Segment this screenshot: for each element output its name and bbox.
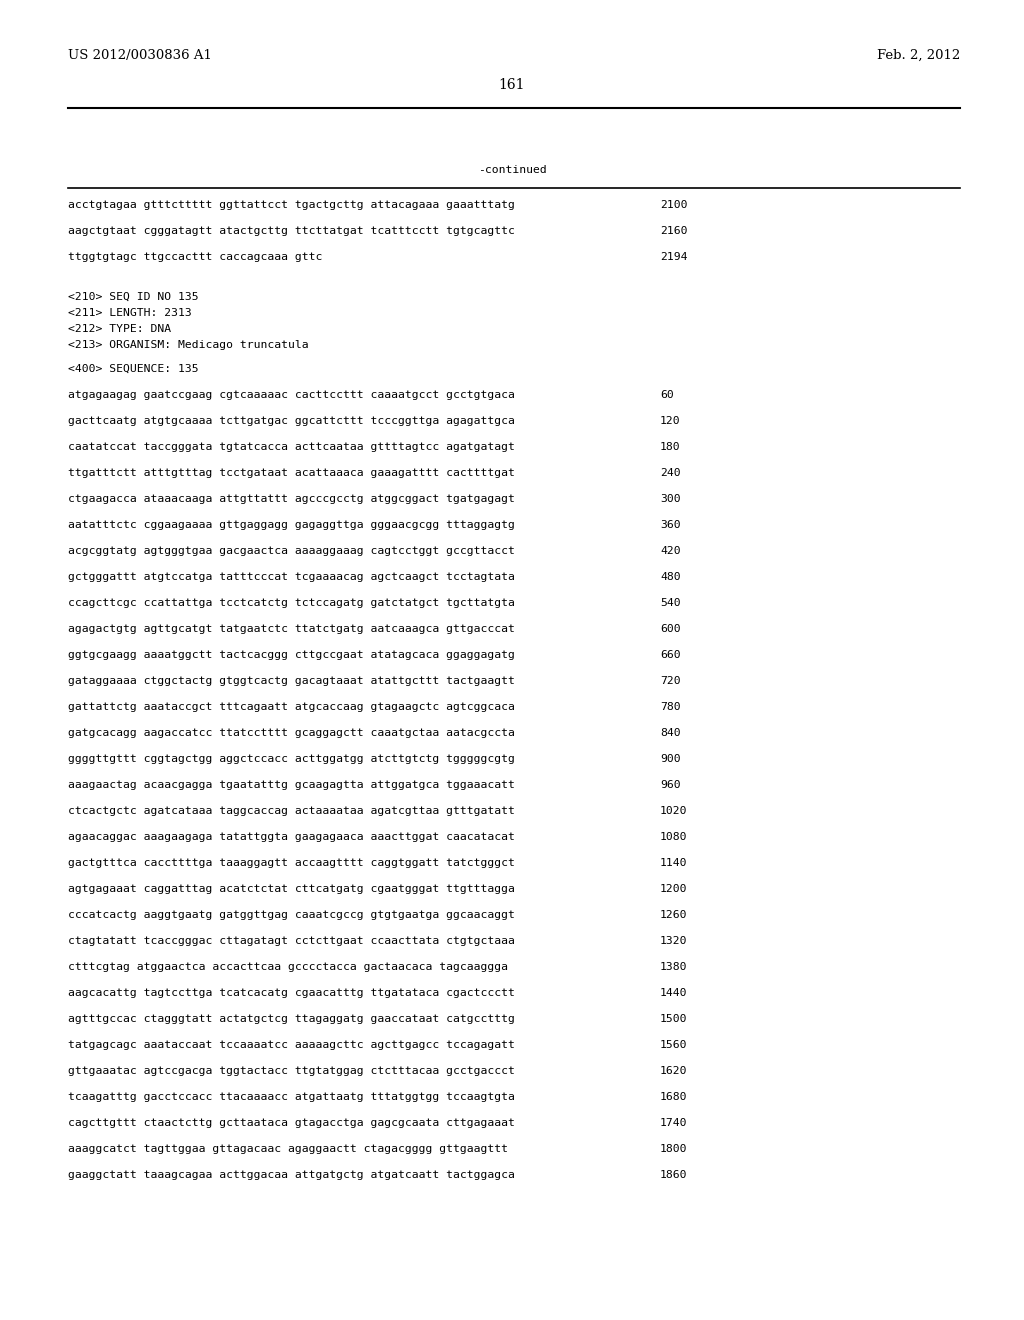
Text: 1200: 1200	[660, 884, 687, 894]
Text: 540: 540	[660, 598, 681, 609]
Text: 161: 161	[499, 78, 525, 92]
Text: aagctgtaat cgggatagtt atactgcttg ttcttatgat tcatttcctt tgtgcagttc: aagctgtaat cgggatagtt atactgcttg ttcttat…	[68, 226, 515, 236]
Text: 1440: 1440	[660, 987, 687, 998]
Text: cccatcactg aaggtgaatg gatggttgag caaatcgccg gtgtgaatga ggcaacaggt: cccatcactg aaggtgaatg gatggttgag caaatcg…	[68, 909, 515, 920]
Text: aaagaactag acaacgagga tgaatatttg gcaagagtta attggatgca tggaaacatt: aaagaactag acaacgagga tgaatatttg gcaagag…	[68, 780, 515, 789]
Text: gaaggctatt taaagcagaa acttggacaa attgatgctg atgatcaatt tactggagca: gaaggctatt taaagcagaa acttggacaa attgatg…	[68, 1170, 515, 1180]
Text: 780: 780	[660, 702, 681, 711]
Text: agagactgtg agttgcatgt tatgaatctc ttatctgatg aatcaaagca gttgacccat: agagactgtg agttgcatgt tatgaatctc ttatctg…	[68, 624, 515, 634]
Text: 900: 900	[660, 754, 681, 764]
Text: 1800: 1800	[660, 1144, 687, 1154]
Text: acctgtagaa gtttcttttt ggttattcct tgactgcttg attacagaaa gaaatttatg: acctgtagaa gtttcttttt ggttattcct tgactgc…	[68, 201, 515, 210]
Text: aaaggcatct tagttggaa gttagacaac agaggaactt ctagacgggg gttgaagttt: aaaggcatct tagttggaa gttagacaac agaggaac…	[68, 1144, 508, 1154]
Text: gatgcacagg aagaccatcc ttatcctttt gcaggagctt caaatgctaa aatacgccta: gatgcacagg aagaccatcc ttatcctttt gcaggag…	[68, 729, 515, 738]
Text: 1500: 1500	[660, 1014, 687, 1024]
Text: 600: 600	[660, 624, 681, 634]
Text: 1320: 1320	[660, 936, 687, 946]
Text: ttggtgtagc ttgccacttt caccagcaaa gttc: ttggtgtagc ttgccacttt caccagcaaa gttc	[68, 252, 323, 261]
Text: 120: 120	[660, 416, 681, 426]
Text: 1620: 1620	[660, 1067, 687, 1076]
Text: ttgatttctt atttgtttag tcctgataat acattaaaca gaaagatttt cacttttgat: ttgatttctt atttgtttag tcctgataat acattaa…	[68, 469, 515, 478]
Text: ccagcttcgc ccattattga tcctcatctg tctccagatg gatctatgct tgcttatgta: ccagcttcgc ccattattga tcctcatctg tctccag…	[68, 598, 515, 609]
Text: tcaagatttg gacctccacc ttacaaaacc atgattaatg tttatggtgg tccaagtgta: tcaagatttg gacctccacc ttacaaaacc atgatta…	[68, 1092, 515, 1102]
Text: ctttcgtag atggaactca accacttcaa gcccctacca gactaacaca tagcaaggga: ctttcgtag atggaactca accacttcaa gcccctac…	[68, 962, 508, 972]
Text: aagcacattg tagtccttga tcatcacatg cgaacatttg ttgatataca cgactccctt: aagcacattg tagtccttga tcatcacatg cgaacat…	[68, 987, 515, 998]
Text: 1560: 1560	[660, 1040, 687, 1049]
Text: 1380: 1380	[660, 962, 687, 972]
Text: <213> ORGANISM: Medicago truncatula: <213> ORGANISM: Medicago truncatula	[68, 341, 308, 350]
Text: ggtgcgaagg aaaatggctt tactcacggg cttgccgaat atatagcaca ggaggagatg: ggtgcgaagg aaaatggctt tactcacggg cttgccg…	[68, 649, 515, 660]
Text: aatatttctc cggaagaaaa gttgaggagg gagaggttga gggaacgcgg tttaggagtg: aatatttctc cggaagaaaa gttgaggagg gagaggt…	[68, 520, 515, 531]
Text: 1680: 1680	[660, 1092, 687, 1102]
Text: 480: 480	[660, 572, 681, 582]
Text: atgagaagag gaatccgaag cgtcaaaaac cacttccttt caaaatgcct gcctgtgaca: atgagaagag gaatccgaag cgtcaaaaac cacttcc…	[68, 389, 515, 400]
Text: caatatccat taccgggata tgtatcacca acttcaataa gttttagtcc agatgatagt: caatatccat taccgggata tgtatcacca acttcaa…	[68, 442, 515, 451]
Text: 1140: 1140	[660, 858, 687, 869]
Text: 2100: 2100	[660, 201, 687, 210]
Text: gattattctg aaataccgct tttcagaatt atgcaccaag gtagaagctc agtcggcaca: gattattctg aaataccgct tttcagaatt atgcacc…	[68, 702, 515, 711]
Text: ctagtatatt tcaccgggac cttagatagt cctcttgaat ccaacttata ctgtgctaaa: ctagtatatt tcaccgggac cttagatagt cctcttg…	[68, 936, 515, 946]
Text: agtgagaaat caggatttag acatctctat cttcatgatg cgaatgggat ttgtttagga: agtgagaaat caggatttag acatctctat cttcatg…	[68, 884, 515, 894]
Text: 1080: 1080	[660, 832, 687, 842]
Text: ctcactgctc agatcataaa taggcaccag actaaaataa agatcgttaa gtttgatatt: ctcactgctc agatcataaa taggcaccag actaaaa…	[68, 807, 515, 816]
Text: -continued: -continued	[477, 165, 547, 176]
Text: gataggaaaa ctggctactg gtggtcactg gacagtaaat atattgcttt tactgaagtt: gataggaaaa ctggctactg gtggtcactg gacagta…	[68, 676, 515, 686]
Text: acgcggtatg agtgggtgaa gacgaactca aaaaggaaag cagtcctggt gccgttacct: acgcggtatg agtgggtgaa gacgaactca aaaagga…	[68, 546, 515, 556]
Text: 1020: 1020	[660, 807, 687, 816]
Text: 420: 420	[660, 546, 681, 556]
Text: 2194: 2194	[660, 252, 687, 261]
Text: 720: 720	[660, 676, 681, 686]
Text: gactgtttca caccttttga taaaggagtt accaagtttt caggtggatt tatctgggct: gactgtttca caccttttga taaaggagtt accaagt…	[68, 858, 515, 869]
Text: 180: 180	[660, 442, 681, 451]
Text: <210> SEQ ID NO 135: <210> SEQ ID NO 135	[68, 292, 199, 302]
Text: <212> TYPE: DNA: <212> TYPE: DNA	[68, 323, 171, 334]
Text: gctgggattt atgtccatga tatttcccat tcgaaaacag agctcaagct tcctagtata: gctgggattt atgtccatga tatttcccat tcgaaaa…	[68, 572, 515, 582]
Text: Feb. 2, 2012: Feb. 2, 2012	[877, 49, 961, 62]
Text: agaacaggac aaagaagaga tatattggta gaagagaaca aaacttggat caacatacat: agaacaggac aaagaagaga tatattggta gaagaga…	[68, 832, 515, 842]
Text: gttgaaatac agtccgacga tggtactacc ttgtatggag ctctttacaa gcctgaccct: gttgaaatac agtccgacga tggtactacc ttgtatg…	[68, 1067, 515, 1076]
Text: 360: 360	[660, 520, 681, 531]
Text: 60: 60	[660, 389, 674, 400]
Text: ggggttgttt cggtagctgg aggctccacc acttggatgg atcttgtctg tgggggcgtg: ggggttgttt cggtagctgg aggctccacc acttgga…	[68, 754, 515, 764]
Text: 1740: 1740	[660, 1118, 687, 1129]
Text: agtttgccac ctagggtatt actatgctcg ttagaggatg gaaccataat catgcctttg: agtttgccac ctagggtatt actatgctcg ttagagg…	[68, 1014, 515, 1024]
Text: 840: 840	[660, 729, 681, 738]
Text: tatgagcagc aaataccaat tccaaaatcc aaaaagcttc agcttgagcc tccagagatt: tatgagcagc aaataccaat tccaaaatcc aaaaagc…	[68, 1040, 515, 1049]
Text: 660: 660	[660, 649, 681, 660]
Text: cagcttgttt ctaactcttg gcttaataca gtagacctga gagcgcaata cttgagaaat: cagcttgttt ctaactcttg gcttaataca gtagacc…	[68, 1118, 515, 1129]
Text: <400> SEQUENCE: 135: <400> SEQUENCE: 135	[68, 364, 199, 374]
Text: gacttcaatg atgtgcaaaa tcttgatgac ggcattcttt tcccggttga agagattgca: gacttcaatg atgtgcaaaa tcttgatgac ggcattc…	[68, 416, 515, 426]
Text: <211> LENGTH: 2313: <211> LENGTH: 2313	[68, 308, 191, 318]
Text: 300: 300	[660, 494, 681, 504]
Text: ctgaagacca ataaacaaga attgttattt agcccgcctg atggcggact tgatgagagt: ctgaagacca ataaacaaga attgttattt agcccgc…	[68, 494, 515, 504]
Text: 2160: 2160	[660, 226, 687, 236]
Text: US 2012/0030836 A1: US 2012/0030836 A1	[68, 49, 212, 62]
Text: 1260: 1260	[660, 909, 687, 920]
Text: 1860: 1860	[660, 1170, 687, 1180]
Text: 960: 960	[660, 780, 681, 789]
Text: 240: 240	[660, 469, 681, 478]
